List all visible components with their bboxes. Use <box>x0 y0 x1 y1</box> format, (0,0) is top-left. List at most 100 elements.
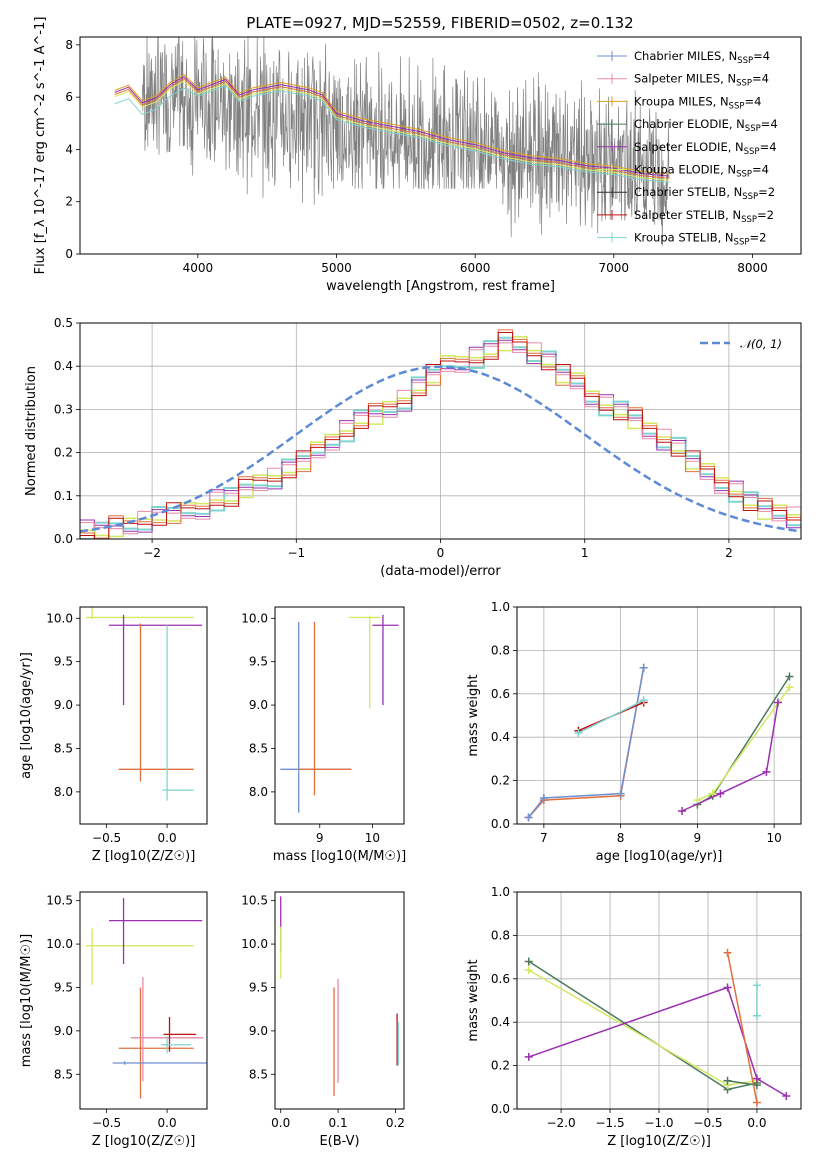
residual-histogram-salpeter_stelib <box>80 332 801 539</box>
y-tick-label: 10.5 <box>46 894 73 908</box>
axes-frame <box>274 891 405 1110</box>
plot-area <box>524 663 794 822</box>
series-point <box>785 672 794 681</box>
x-tick-label: 7000 <box>599 261 630 275</box>
y-tick-label: 0.8 <box>491 928 510 942</box>
x-tick-label: 4000 <box>183 261 214 275</box>
x-tick-label: 8 <box>617 831 625 845</box>
x-axis-label: wavelength [Angstrom, rest frame] <box>326 279 555 294</box>
x-axis-label: Z [log10(Z/Z☉)] <box>92 849 196 864</box>
residuals-panel: −2 −1 0 1 2 0.0 0.1 0.2 0.3 0.4 0.5 (data-model)/er… <box>24 316 802 579</box>
model-spectrum-salpeter_elodie <box>114 76 670 177</box>
y-tick-label: 0.5 <box>54 316 73 330</box>
series-line <box>697 675 791 806</box>
y-tick-label: 0.2 <box>54 446 73 460</box>
axes-frame <box>79 891 208 1110</box>
x-tick-label: 1 <box>581 546 589 560</box>
axes-frame <box>516 891 802 1110</box>
y-tick-label: 2 <box>65 195 73 209</box>
errorbar-point <box>118 987 194 1099</box>
series-point <box>639 696 648 705</box>
y-tick-label: 8.0 <box>54 785 73 799</box>
x-axis-label: (data-model)/error <box>380 564 501 579</box>
axes-frame <box>79 322 802 540</box>
legend-entry: Kroupa ELODIE, NSSP=4 <box>634 163 769 180</box>
series-point <box>752 1074 761 1083</box>
residual-histogram-salpeter_miles <box>80 342 801 535</box>
y-tick-label: 0.3 <box>54 402 73 416</box>
y-tick-label: 8 <box>65 38 73 52</box>
y-tick-label: 0.4 <box>54 359 73 373</box>
x-tick-label: −1.0 <box>644 1116 673 1130</box>
x-axis-label: Z [log10(Z/Z☉)] <box>607 1134 711 1149</box>
x-tick-label: 5000 <box>321 261 352 275</box>
x-axis-label: Z [log10(Z/Z☉)] <box>92 1134 196 1149</box>
y-tick-label: 9.0 <box>54 698 73 712</box>
y-tick-label: 8.5 <box>54 1067 73 1081</box>
mass-weight-series <box>524 663 648 822</box>
y-tick-label: 0.6 <box>491 972 510 986</box>
x-tick-label: 0.0 <box>747 1116 766 1130</box>
errorbar-point <box>118 623 194 782</box>
errorbar-point <box>280 621 352 813</box>
x-tick-label: 7 <box>540 831 548 845</box>
series-point <box>723 948 732 957</box>
y-tick-label: 0.8 <box>491 643 510 657</box>
mass-weight-series <box>524 966 761 1090</box>
series-point <box>785 683 794 692</box>
errorbar-point <box>86 607 194 620</box>
series-point <box>752 981 761 990</box>
x-tick-label: 6000 <box>460 261 491 275</box>
y-tick-label: 0.0 <box>491 1102 510 1116</box>
series-point <box>678 806 687 815</box>
y-tick-label: 9.5 <box>54 655 73 669</box>
legend-entry: Chabrier MILES, NSSP=4 <box>634 49 770 66</box>
normal-distribution-curve <box>80 365 801 533</box>
series-point <box>752 1098 761 1107</box>
x-tick-label: −0.5 <box>92 831 121 845</box>
series-point <box>524 957 533 966</box>
errorbar-point <box>298 621 352 796</box>
errorbar-point <box>163 1016 197 1052</box>
legend-entry: Salpeter MILES, NSSP=4 <box>634 72 769 89</box>
y-tick-label: 9.0 <box>249 1024 268 1038</box>
errorbar-point <box>112 1061 207 1065</box>
plot-area <box>280 896 399 1096</box>
x-tick-label: 10 <box>365 831 380 845</box>
series-line <box>727 1080 758 1086</box>
series-line <box>726 952 758 1103</box>
y-tick-label: 0.6 <box>491 687 510 701</box>
axes-frame <box>274 606 405 825</box>
y-tick-label: 9.0 <box>54 1024 73 1038</box>
series-line <box>681 702 779 812</box>
x-tick-label: −2.0 <box>546 1116 575 1130</box>
y-axis-label: Flux [f_λ 10^-17 erg cm^-2 s^-1 A^-1] <box>33 17 48 275</box>
series-point <box>752 1011 761 1020</box>
x-tick-label: 0 <box>437 546 445 560</box>
figure-title: PLATE=0927, MJD=52559, FIBERID=0502, z=0… <box>246 14 633 32</box>
observed-spectrum <box>142 37 670 246</box>
y-tick-label: 0.2 <box>491 774 510 788</box>
y-axis-label: mass weight <box>466 674 481 756</box>
x-tick-label: −0.5 <box>92 1116 121 1130</box>
series-point <box>723 983 732 992</box>
y-tick-label: 4 <box>65 142 73 156</box>
y-tick-label: 9.5 <box>54 980 73 994</box>
series-point <box>723 1076 732 1085</box>
x-tick-label: 9 <box>694 831 702 845</box>
x-tick-label: 8000 <box>737 261 768 275</box>
errorbar-point <box>348 615 381 709</box>
x-axis-label: mass [log10(M/M☉)] <box>273 849 406 864</box>
y-tick-label: 0.4 <box>491 1015 510 1029</box>
series-point <box>616 789 625 798</box>
y-tick-label: 8.5 <box>249 741 268 755</box>
plot-area <box>524 948 791 1107</box>
mass-weight-series <box>723 1076 761 1090</box>
x-tick-label: 2 <box>725 546 733 560</box>
x-axis-label: E(B-V) <box>319 1134 359 1149</box>
x-tick-label: −2 <box>143 546 161 560</box>
series-point <box>693 796 702 805</box>
series-point <box>574 728 583 737</box>
y-tick-label: 10.0 <box>241 937 268 951</box>
